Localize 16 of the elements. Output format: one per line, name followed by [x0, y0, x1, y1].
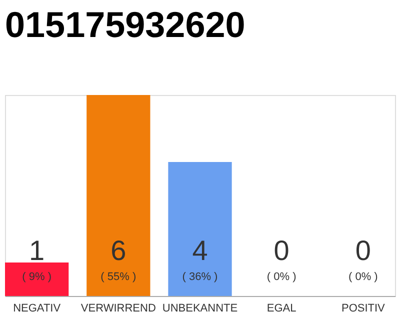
data-label: 0 — [274, 235, 290, 266]
x-tick-label: UNBEKANNTE — [162, 302, 238, 314]
annotation: ( 0% ) — [266, 271, 296, 283]
annotation: ( 36% ) — [182, 271, 218, 283]
chart-title: 015175932620 — [5, 4, 246, 45]
data-label: 4 — [192, 235, 208, 266]
x-tick-label: NEGATIV — [13, 302, 62, 314]
data-label: 6 — [110, 235, 126, 266]
x-tick-label: VERWIRREND — [80, 302, 156, 314]
annotation: ( 9% ) — [22, 271, 52, 283]
x-tick-label: EGAL — [266, 302, 296, 314]
data-label: 1 — [29, 235, 45, 266]
x-tick-label: POSITIV — [341, 302, 386, 314]
data-label: 0 — [355, 235, 371, 266]
annotation: ( 0% ) — [348, 271, 378, 283]
annotation: ( 55% ) — [100, 271, 136, 283]
